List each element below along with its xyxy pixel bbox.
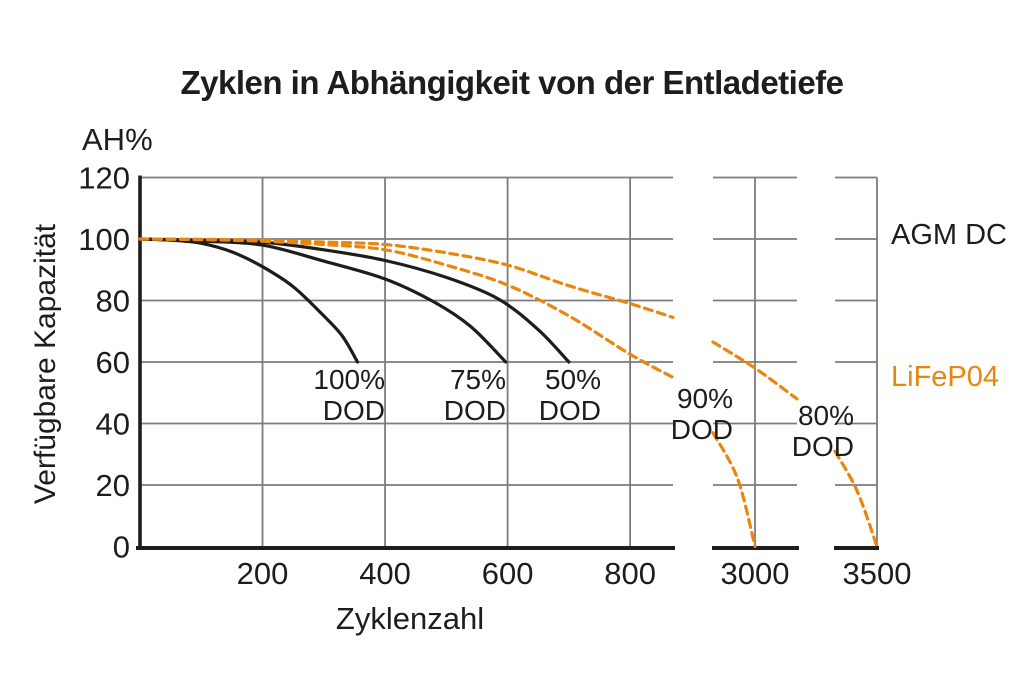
series-lifepo4-90-dod-part1: [711, 431, 757, 549]
annotation-dod-50: 50% DOD: [538, 364, 601, 426]
legend-item-lifepo4: LiFeP04: [891, 361, 1000, 393]
annotation-dod-100: 100% DOD: [313, 364, 385, 426]
y-tick-label-60: 60: [96, 345, 130, 380]
x-tick-label-800: 800: [604, 556, 656, 591]
series-curves: [138, 237, 879, 549]
annotation-dod-75: 75% DOD: [443, 364, 506, 426]
y-tick-label-80: 80: [96, 284, 130, 319]
x-axis-title: Zyklenzahl: [335, 601, 485, 636]
y-tick-label-120: 120: [78, 161, 130, 196]
annotation-dod-80: 80% DOD: [791, 400, 854, 462]
x-tick-label-3500: 3500: [843, 556, 912, 591]
y-tick-label-100: 100: [78, 222, 130, 257]
x-tick-label-200: 200: [237, 556, 289, 591]
x-tick-label-600: 600: [482, 556, 534, 591]
x-tick-label-400: 400: [359, 556, 411, 591]
y-tick-label-0: 0: [113, 530, 130, 565]
series-lifepo4-90-dod-part0: [138, 237, 675, 379]
grid-lines: [140, 176, 878, 548]
y-axis-unit-label: AH%: [82, 122, 153, 157]
x-tick-label-3000: 3000: [721, 556, 790, 591]
y-tick-label-40: 40: [96, 407, 130, 442]
series-lifepo4-80-dod-part0: [138, 237, 675, 319]
series-agm-50-dod: [138, 237, 571, 364]
series-lifepo4-80-dod-part1: [711, 340, 799, 401]
chart-title: Zyklen in Abhängigkeit von der Entladeti…: [180, 64, 844, 102]
annotation-dod-90: 90% DOD: [670, 383, 733, 445]
series-lifepo4-80-dod-part2: [833, 449, 879, 549]
y-tick-label-20: 20: [96, 468, 130, 503]
legend-item-agm-dc: AGM DC: [891, 219, 1007, 251]
